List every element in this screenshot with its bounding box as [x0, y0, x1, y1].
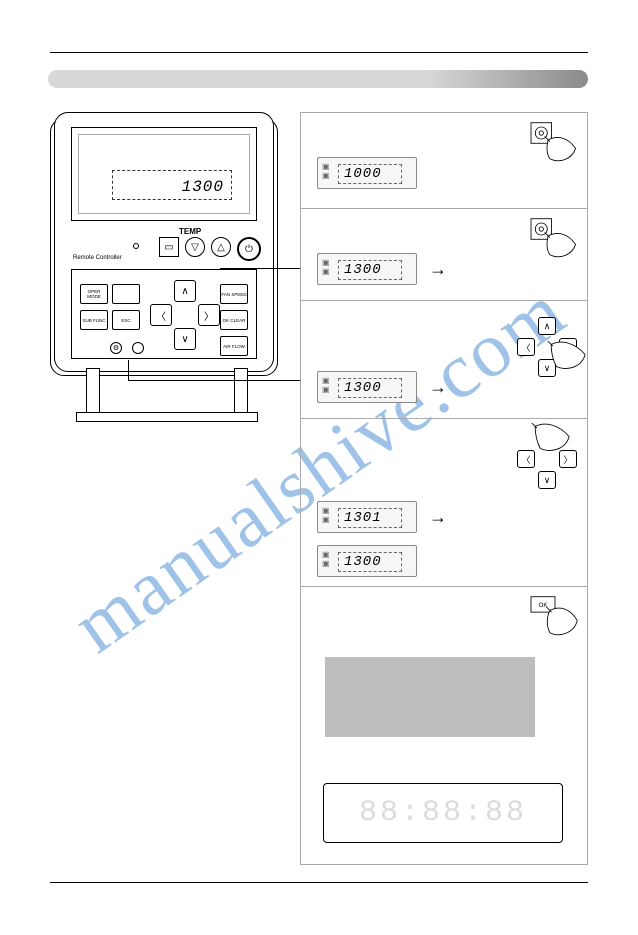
- oper-mode-button[interactable]: OPER MODE: [80, 284, 108, 304]
- step-2: ▣▣ 1300 →: [301, 209, 587, 301]
- press-dpad-lr-icon: ∧ ∨ 〈 〉: [517, 317, 577, 377]
- fan-speed-button[interactable]: FAN SPEED: [220, 284, 248, 304]
- aux-button[interactable]: [132, 342, 144, 354]
- press-gear-icon: [529, 121, 581, 169]
- temp-down-button[interactable]: ▽: [185, 237, 205, 257]
- dpad-down-button[interactable]: ∨: [174, 328, 196, 350]
- step-5: OK 88:88:88: [301, 587, 587, 875]
- arrow-icon: →: [429, 259, 447, 280]
- settings-gear-button[interactable]: ⚙: [110, 342, 122, 354]
- leader-line: [128, 360, 129, 380]
- button-panel: OPER MODE SUB FUNC ESC ∧ ∨ 〈 〉 FAN SPEED…: [71, 269, 257, 359]
- sub-func-button[interactable]: SUB FUNC: [80, 310, 108, 330]
- screen-time: 1300: [182, 178, 224, 196]
- svg-text:OK: OK: [539, 603, 548, 609]
- step-3: ▣▣ 1300 → ∧ ∨ 〈 〉: [301, 301, 587, 419]
- arrow-icon: →: [429, 377, 447, 398]
- power-button[interactable]: ⏻: [237, 237, 261, 261]
- remote-screen: 1300: [71, 127, 257, 221]
- air-flow-button[interactable]: AIR FLOW: [220, 336, 248, 356]
- mode-button[interactable]: ▭: [159, 237, 179, 257]
- blank-button-1[interactable]: [112, 284, 140, 304]
- arrow-icon: →: [429, 507, 447, 528]
- lcd-display: ▣▣ 1300: [317, 371, 417, 403]
- press-ok-icon: OK: [529, 595, 581, 643]
- indicator-led: [133, 243, 139, 249]
- grey-placeholder-block: [325, 657, 535, 737]
- dpad-up-button[interactable]: ∧: [174, 280, 196, 302]
- leader-line: [220, 268, 300, 269]
- dpad: ∧ ∨ 〈 〉: [150, 280, 220, 350]
- dpad-left-button[interactable]: 〈: [150, 304, 172, 326]
- header-gradient-bar: [48, 70, 588, 88]
- steps-column: ▣▣ 1000 ▣▣ 13: [300, 112, 588, 865]
- lcd-display: ▣▣ 1000: [317, 157, 417, 189]
- final-seven-segment-display: 88:88:88: [323, 783, 563, 843]
- lcd-display: ▣▣ 1300: [317, 545, 417, 577]
- bottom-rule: [50, 882, 588, 883]
- top-rule: [50, 52, 588, 53]
- press-dpad-ud-icon: ∧ ∨ 〈 〉: [517, 429, 577, 489]
- temp-up-button[interactable]: △: [211, 237, 231, 257]
- temp-label: TEMP: [179, 227, 201, 236]
- ok-clear-button[interactable]: OK CLEAR: [220, 310, 248, 330]
- remote-controller: 1300 TEMP ▭ ▽ △ ⏻ Remote Controller OPER…: [50, 112, 280, 422]
- dpad-right-button[interactable]: 〉: [198, 304, 220, 326]
- lcd-display: ▣▣ 1301: [317, 501, 417, 533]
- esc-button[interactable]: ESC: [112, 310, 140, 330]
- remote-stand: [86, 368, 248, 418]
- lcd-display: ▣▣ 1300: [317, 253, 417, 285]
- press-gear-icon: [529, 217, 581, 265]
- remote-controller-label: Remote Controller: [73, 255, 122, 261]
- step-1: ▣▣ 1000: [301, 113, 587, 209]
- step-4: ▣▣ 1301 → ▣▣ 1300 ∧ ∨ 〈 〉: [301, 419, 587, 587]
- leader-line: [128, 380, 300, 381]
